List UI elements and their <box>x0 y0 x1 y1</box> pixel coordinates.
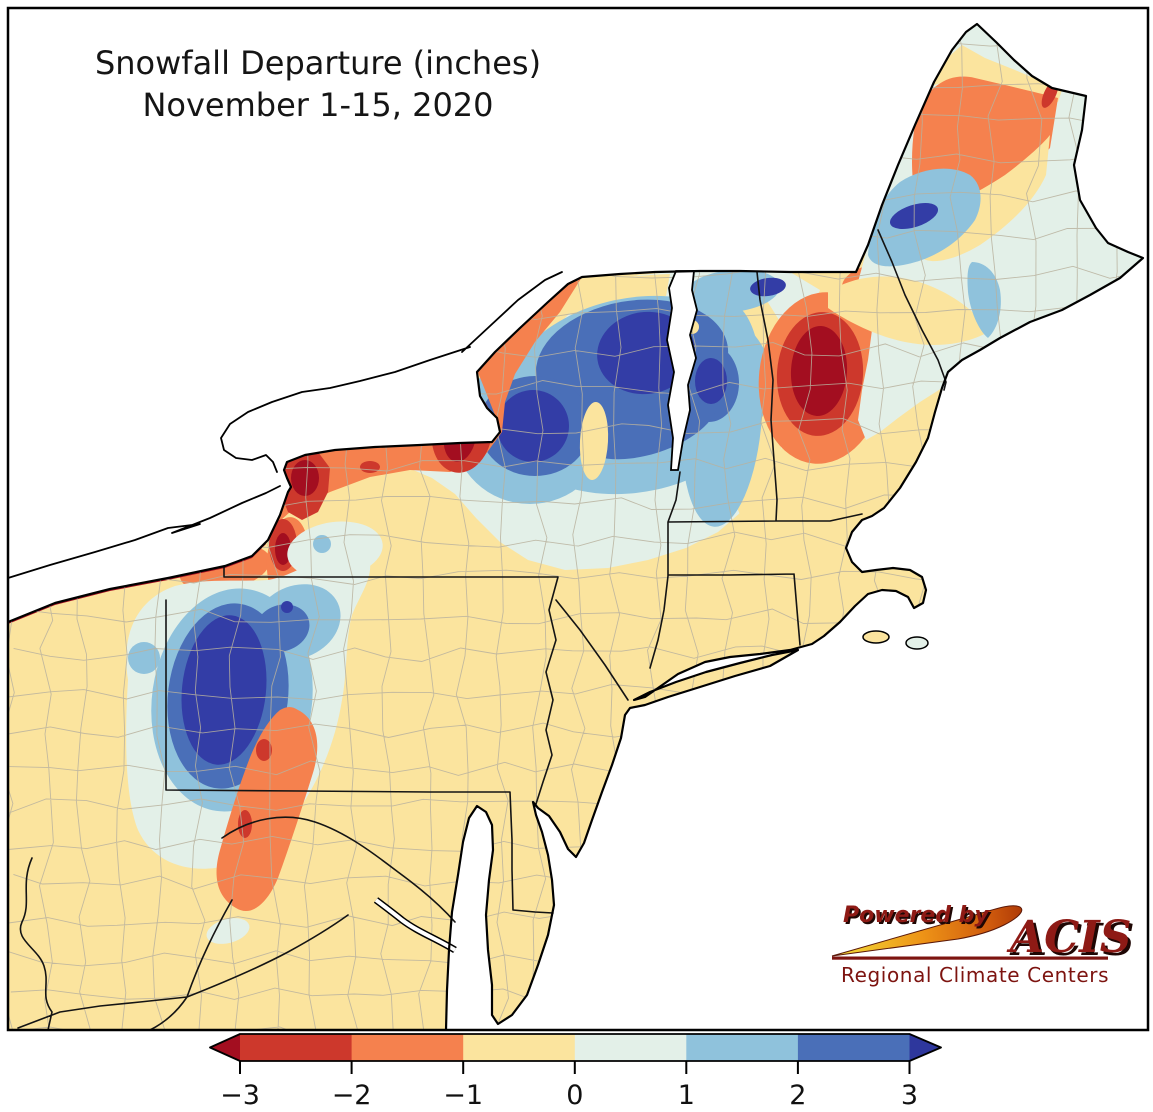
water-overlays <box>373 270 698 954</box>
colorbar: −3 −2 −1 0 1 2 3 <box>209 1033 942 1111</box>
logo-subtitle: Regional Climate Centers <box>841 963 1109 987</box>
acis-name: ACIS <box>1006 912 1132 963</box>
colorbar-segment-neg3 <box>240 1034 353 1061</box>
colorbar-tick-labels: −3 −2 −1 0 1 2 3 <box>220 1080 918 1111</box>
title-line-1: Snowfall Departure (inches) <box>95 44 541 82</box>
colorbar-segment-neg2 <box>351 1034 464 1061</box>
tick-label-neg3: −3 <box>220 1080 260 1111</box>
powered-by-label: Powered by <box>843 903 990 928</box>
tick-label-1: 1 <box>678 1080 695 1111</box>
acis-logo: Powered by Powered by ACIS ACIS Regional… <box>831 903 1135 987</box>
marthas-vineyard <box>862 630 890 644</box>
land-anomaly-fills <box>8 24 1143 1030</box>
lake-champlain <box>666 270 698 471</box>
map-frame <box>6 6 1150 1032</box>
coastline <box>7 22 1145 1031</box>
powered-by-shadow: Powered by <box>845 905 992 930</box>
islands <box>862 630 929 650</box>
colorbar-over-arrow <box>909 1034 941 1061</box>
mint-spot-westvirginia <box>206 918 250 944</box>
tick-label-neg1: −1 <box>443 1080 483 1111</box>
acis-swoosh <box>831 905 1023 957</box>
tick-label-2: 2 <box>789 1080 806 1111</box>
positive-anomaly-newyork <box>390 269 820 570</box>
colorbar-segment-neg1 <box>463 1034 576 1061</box>
tick-label-0: 0 <box>566 1080 583 1111</box>
title-line-2: November 1-15, 2020 <box>142 86 493 124</box>
tick-label-3: 3 <box>901 1080 918 1111</box>
potomac-river <box>374 898 457 952</box>
colorbar-segment-2 <box>797 1034 910 1061</box>
colorbar-segment-0 <box>574 1034 687 1061</box>
tick-label-neg2: −2 <box>332 1080 372 1111</box>
state-borders <box>17 229 947 1031</box>
nantucket <box>905 636 929 650</box>
colorbar-ticks <box>239 1061 911 1074</box>
colorbar-under-arrow <box>210 1034 240 1061</box>
colorbar-segment-1 <box>686 1034 799 1061</box>
logo-underline <box>832 956 1108 960</box>
canada-shorelines <box>7 271 563 579</box>
map-title: Snowfall Departure (inches) November 1-1… <box>95 44 541 124</box>
